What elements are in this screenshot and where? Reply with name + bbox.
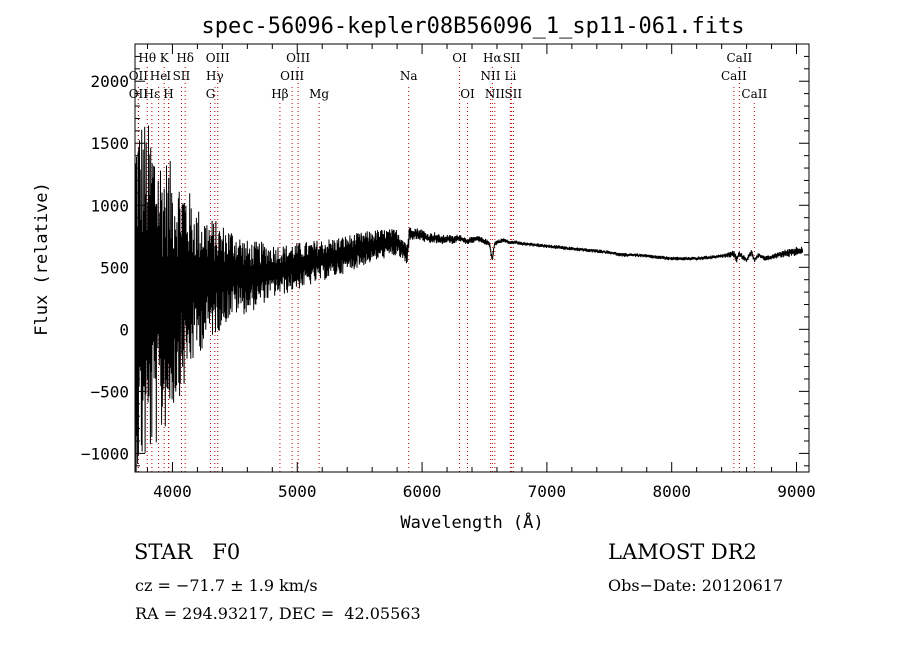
line-label: Hγ: [206, 69, 224, 83]
line-label: OIII: [280, 69, 304, 83]
line-label: OIII: [206, 51, 230, 65]
y-tick-label: 0: [119, 320, 129, 339]
line-label: He: [150, 69, 168, 83]
line-label: Hδ: [176, 51, 194, 65]
y-tick-label: −1000: [81, 444, 129, 463]
line-label: Na: [400, 69, 418, 83]
y-tick-label: 2000: [90, 72, 129, 91]
redshift-value: cz = −71.7 ± 1.9 km/s: [135, 576, 318, 595]
survey-name: LAMOST DR2: [608, 540, 757, 564]
line-label: SII: [504, 87, 522, 101]
line-label: Hε: [144, 87, 161, 101]
plot-frame: [134, 43, 810, 473]
line-label: OII: [129, 87, 149, 101]
line-label: SII: [503, 51, 521, 65]
x-tick-label: 5000: [278, 482, 317, 501]
y-tick-label: −500: [90, 382, 129, 401]
line-label: NII: [480, 69, 500, 83]
line-label: CaII: [721, 69, 747, 83]
object-class: STAR F0: [134, 540, 241, 564]
line-label: OI: [452, 51, 467, 65]
coordinates: RA = 294.93217, DEC = 42.05563: [135, 604, 421, 623]
line-label: K: [160, 51, 170, 65]
line-label: Hβ: [271, 87, 288, 101]
line-label: CaII: [726, 51, 752, 65]
x-tick-label: 8000: [652, 482, 691, 501]
y-tick-label: 500: [100, 258, 129, 277]
line-label: Mg: [309, 87, 329, 101]
line-label: OII: [129, 69, 149, 83]
y-tick-label: 1500: [90, 134, 129, 153]
line-label: OI: [460, 87, 475, 101]
spectrum-chart: spec-56096-kepler08B56096_1_sp11-061.fit…: [32, 14, 816, 533]
line-label: Li: [505, 69, 517, 83]
observation-date: Obs−Date: 20120617: [608, 576, 784, 595]
x-tick-label: 9000: [777, 482, 816, 501]
line-label: Hα: [483, 51, 502, 65]
y-axis-label: Flux (relative): [32, 182, 52, 336]
line-label: I: [166, 69, 171, 83]
line-label: H: [163, 87, 173, 101]
x-axis-label: Wavelength (Å): [400, 511, 543, 533]
chart-title: spec-56096-kepler08B56096_1_sp11-061.fit…: [201, 14, 744, 39]
x-tick-label: 6000: [403, 482, 442, 501]
y-tick-label: 1000: [90, 196, 129, 215]
line-label: CaII: [741, 87, 767, 101]
line-label: NII: [485, 87, 505, 101]
line-label: OIII: [286, 51, 310, 65]
x-tick-label: 4000: [153, 482, 192, 501]
x-tick-label: 7000: [528, 482, 567, 501]
line-label: G: [206, 87, 216, 101]
line-label: Hθ: [138, 51, 156, 65]
spectrum-series-line: [134, 125, 804, 473]
line-label: SII: [173, 69, 191, 83]
